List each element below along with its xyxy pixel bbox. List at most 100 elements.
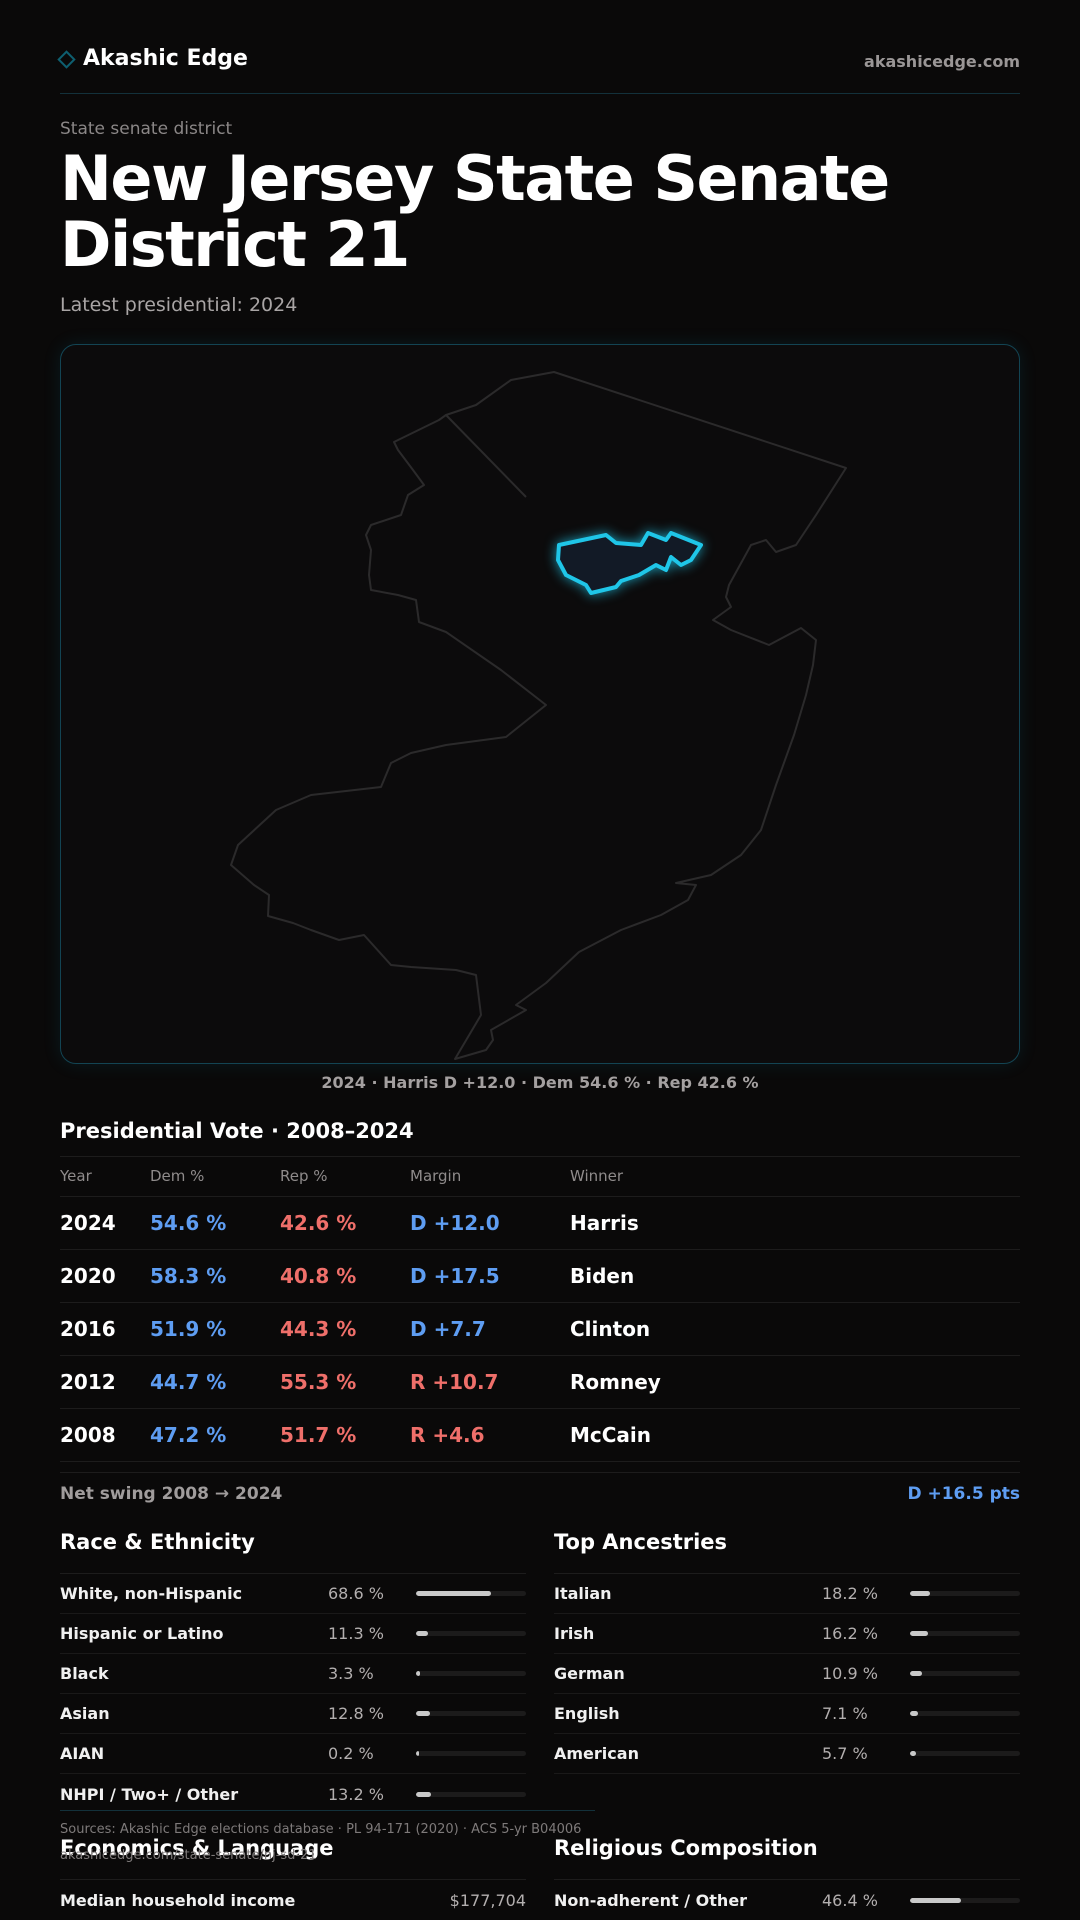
share-bar-fill bbox=[910, 1671, 922, 1676]
row-percent: 7.1 % bbox=[822, 1704, 868, 1723]
row-label: Non-adherent / Other bbox=[554, 1890, 748, 1910]
column-header: Year bbox=[60, 1157, 150, 1197]
share-bar-fill bbox=[416, 1591, 492, 1596]
table-row: 2012 44.7 % 55.3 % R +10.7 Romney bbox=[60, 1355, 1020, 1409]
year-cell: 2020 bbox=[60, 1249, 150, 1303]
site-header: Akashic Edge akashicedge.com bbox=[57, 46, 1020, 94]
divider bbox=[60, 1472, 1020, 1473]
row-label: Median household income bbox=[60, 1890, 296, 1910]
sources-text: Sources: Akashic Edge elections database… bbox=[60, 1822, 582, 1837]
row-label: English bbox=[554, 1704, 620, 1723]
share-bar-fill bbox=[416, 1751, 420, 1756]
district-map[interactable] bbox=[60, 344, 1020, 1064]
rep-cell: 40.8 % bbox=[280, 1249, 410, 1303]
table-row: 2008 47.2 % 51.7 % R +4.6 McCain bbox=[60, 1408, 1020, 1462]
ancestry-title: Top Ancestries bbox=[554, 1530, 1020, 1574]
row-percent: 46.4 % bbox=[822, 1890, 878, 1910]
column-header: Dem % bbox=[150, 1157, 280, 1197]
rep-cell: 42.6 % bbox=[280, 1196, 410, 1250]
share-bar bbox=[416, 1751, 526, 1756]
winner-cell: Harris bbox=[570, 1196, 1020, 1250]
list-item: Median household income $177,704 bbox=[60, 1880, 526, 1920]
list-item: Italian 18.2 % bbox=[554, 1574, 1020, 1614]
presidential-title: Presidential Vote · 2008–2024 bbox=[60, 1119, 414, 1143]
row-label: Black bbox=[60, 1664, 109, 1683]
winner-cell: Romney bbox=[570, 1355, 1020, 1409]
row-label: American bbox=[554, 1744, 639, 1763]
table-row: 2020 58.3 % 40.8 % D +17.5 Biden bbox=[60, 1249, 1020, 1303]
row-percent: 18.2 % bbox=[822, 1584, 878, 1603]
year-cell: 2024 bbox=[60, 1196, 150, 1250]
row-percent: 0.2 % bbox=[328, 1744, 374, 1763]
share-bar-fill bbox=[416, 1711, 431, 1716]
dem-cell: 47.2 % bbox=[150, 1408, 280, 1462]
list-item: English 7.1 % bbox=[554, 1694, 1020, 1734]
brand-name: Akashic Edge bbox=[83, 46, 248, 71]
divider bbox=[60, 1156, 1020, 1157]
list-item: American 5.7 % bbox=[554, 1734, 1020, 1774]
state-outline bbox=[230, 371, 847, 1060]
row-percent: 3.3 % bbox=[328, 1664, 374, 1683]
dem-cell: 44.7 % bbox=[150, 1355, 280, 1409]
row-percent: 11.3 % bbox=[328, 1624, 384, 1643]
share-bar bbox=[416, 1631, 526, 1636]
margin-cell: R +4.6 bbox=[410, 1408, 570, 1462]
row-label: Asian bbox=[60, 1704, 110, 1723]
district-21-highlight[interactable] bbox=[556, 531, 703, 595]
row-label: German bbox=[554, 1664, 625, 1683]
state-interior-line bbox=[445, 414, 527, 498]
list-item: German 10.9 % bbox=[554, 1654, 1020, 1694]
list-item: NHPI / Two+ / Other 13.2 % bbox=[60, 1774, 526, 1814]
row-label: White, non-Hispanic bbox=[60, 1584, 243, 1603]
row-percent: 5.7 % bbox=[822, 1744, 868, 1763]
margin-cell: D +7.7 bbox=[410, 1302, 570, 1356]
list-item: Non-adherent / Other 46.4 % bbox=[554, 1880, 1020, 1920]
religion-panel: Religious Composition Non-adherent / Oth… bbox=[554, 1836, 1020, 1920]
year-cell: 2012 bbox=[60, 1355, 150, 1409]
winner-cell: Clinton bbox=[570, 1302, 1020, 1356]
net-swing: Net swing 2008 → 2024 D +16.5 pts bbox=[60, 1484, 1020, 1504]
row-label: Hispanic or Latino bbox=[60, 1624, 224, 1643]
table-row: 2016 51.9 % 44.3 % D +7.7 Clinton bbox=[60, 1302, 1020, 1356]
swing-value: D +16.5 pts bbox=[907, 1484, 1020, 1504]
diamond-logo-icon bbox=[57, 50, 76, 69]
winner-cell: Biden bbox=[570, 1249, 1020, 1303]
table-header-row: Year Dem % Rep % Margin Winner bbox=[60, 1157, 1020, 1197]
share-bar-fill bbox=[910, 1751, 917, 1756]
margin-cell: D +12.0 bbox=[410, 1196, 570, 1250]
map-svg bbox=[230, 371, 847, 1060]
column-header: Winner bbox=[570, 1157, 1020, 1197]
swing-label: Net swing 2008 → 2024 bbox=[60, 1484, 283, 1504]
share-bar bbox=[416, 1591, 526, 1596]
share-bar bbox=[910, 1591, 1020, 1596]
brand[interactable]: Akashic Edge bbox=[57, 46, 248, 71]
list-item: Black 3.3 % bbox=[60, 1654, 526, 1694]
race-title: Race & Ethnicity bbox=[60, 1530, 526, 1574]
row-label: NHPI / Two+ / Other bbox=[60, 1784, 239, 1804]
list-item: Irish 16.2 % bbox=[554, 1614, 1020, 1654]
row-label: Irish bbox=[554, 1624, 595, 1643]
economics-title: Economics & Language bbox=[60, 1836, 526, 1880]
share-bar-fill bbox=[416, 1671, 420, 1676]
sources-url[interactable]: akashicedge.com/state-senate/nj-sd-21 bbox=[60, 1848, 317, 1863]
share-bar-fill bbox=[416, 1631, 429, 1636]
religion-title: Religious Composition bbox=[554, 1836, 1020, 1880]
row-percent: 13.2 % bbox=[328, 1784, 384, 1804]
share-bar bbox=[416, 1671, 526, 1676]
site-link[interactable]: akashicedge.com bbox=[864, 52, 1020, 71]
row-label: Italian bbox=[554, 1584, 612, 1603]
year-cell: 2008 bbox=[60, 1408, 150, 1462]
rep-cell: 51.7 % bbox=[280, 1408, 410, 1462]
share-bar bbox=[910, 1631, 1020, 1636]
share-bar bbox=[416, 1791, 526, 1797]
margin-cell: D +17.5 bbox=[410, 1249, 570, 1303]
page-subtitle: Latest presidential: 2024 bbox=[60, 294, 298, 316]
row-percent: 12.8 % bbox=[328, 1704, 384, 1723]
share-bar-fill bbox=[910, 1591, 931, 1596]
race-panel: Race & Ethnicity White, non-Hispanic 68.… bbox=[60, 1530, 526, 1814]
share-bar-fill bbox=[910, 1711, 918, 1716]
row-label: AIAN bbox=[60, 1744, 105, 1763]
presidential-table: Year Dem % Rep % Margin Winner 2024 54.6… bbox=[60, 1157, 1020, 1462]
dem-cell: 51.9 % bbox=[150, 1302, 280, 1356]
ancestry-panel: Top Ancestries Italian 18.2 % Irish 16.2… bbox=[554, 1530, 1020, 1774]
